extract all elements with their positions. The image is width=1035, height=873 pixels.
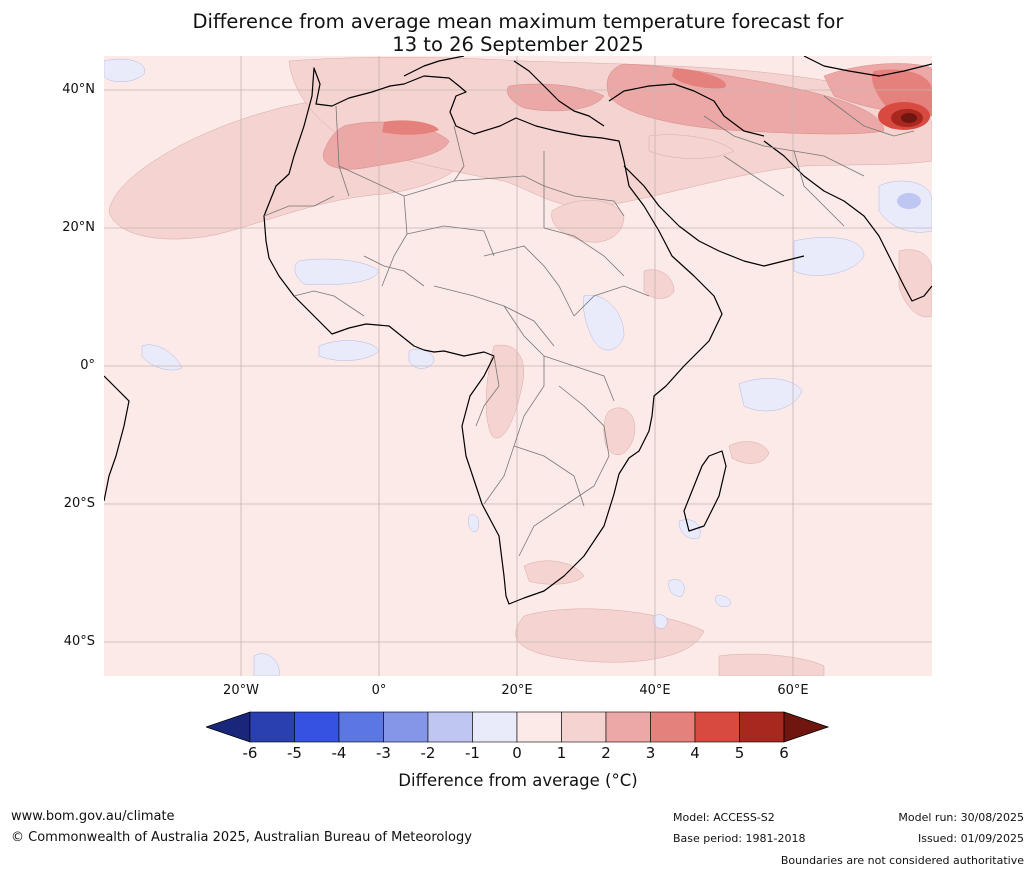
colorbar-tick-label: -3 xyxy=(376,744,391,762)
title-line-1: Difference from average mean maximum tem… xyxy=(192,10,844,33)
colorbar-segment xyxy=(427,711,473,743)
lon-label-40e: 40°E xyxy=(639,683,671,698)
map-title: Difference from average mean maximum tem… xyxy=(104,10,932,56)
colorbar-tick-label: 3 xyxy=(645,744,656,762)
forecast-map xyxy=(104,56,932,676)
colorbar-tick-label: 2 xyxy=(601,744,611,762)
lat-label-20s: 20°S xyxy=(63,496,95,511)
colorbar-segment xyxy=(561,711,607,743)
lat-label-40n: 40°N xyxy=(62,82,95,97)
colorbar-segment xyxy=(249,711,295,743)
country-boundaries xyxy=(263,95,915,557)
lon-label-0: 0° xyxy=(371,683,387,698)
colorbar-segment xyxy=(605,711,651,743)
model-name: Model: ACCESS-S2 xyxy=(673,811,775,824)
colorbar xyxy=(206,711,830,743)
colorbar-tick-label: -6 xyxy=(242,744,258,762)
lon-label-20e: 20°E xyxy=(501,683,533,698)
anomaly-negative-core xyxy=(897,193,921,209)
colorbar-segment xyxy=(472,711,518,743)
base-period: Base period: 1981-2018 xyxy=(673,832,806,845)
colorbar-tick-label: -2 xyxy=(420,744,436,762)
lon-label-60e: 60°E xyxy=(777,683,809,698)
colorbar-tick-label: -5 xyxy=(287,744,302,762)
site-url[interactable]: www.bom.gov.au/climate xyxy=(11,809,175,824)
anomaly-hotspot xyxy=(878,102,930,130)
copyright: © Commonwealth of Australia 2025, Austra… xyxy=(11,830,472,845)
lat-label-20n: 20°N xyxy=(62,220,95,235)
colorbar-tick-label: 4 xyxy=(690,744,700,762)
colorbar-segment xyxy=(294,711,340,743)
boundaries-disclaimer: Boundaries are not considered authoritat… xyxy=(780,854,1024,867)
model-run: Model run: 30/08/2025 xyxy=(898,811,1024,824)
lon-label-20w: 20°W xyxy=(223,683,259,698)
colorbar-arrow-high xyxy=(783,711,830,743)
colorbar-segment xyxy=(383,711,429,743)
colorbar-segment xyxy=(516,711,562,743)
lat-label-40s: 40°S xyxy=(63,634,95,649)
colorbar-label: Difference from average (°C) xyxy=(398,771,638,790)
colorbar-tick-label: -4 xyxy=(331,744,347,762)
colorbar-segment xyxy=(338,711,384,743)
title-line-2: 13 to 26 September 2025 xyxy=(392,33,644,56)
map-svg xyxy=(104,56,932,676)
colorbar-tick-label: 1 xyxy=(556,744,567,762)
colorbar-tick-label: 0 xyxy=(512,744,522,762)
colorbar-segment xyxy=(694,711,740,743)
colorbar-tick-label: 6 xyxy=(779,744,789,762)
issued-date: Issued: 01/09/2025 xyxy=(917,832,1024,845)
colorbar-segment xyxy=(650,711,696,743)
colorbar-tick-label: -1 xyxy=(465,744,480,762)
coastlines xyxy=(104,56,932,605)
colorbar-arrow-low xyxy=(206,711,251,743)
anomaly-negative-regions xyxy=(104,58,932,676)
colorbar-tick-label: 5 xyxy=(734,744,745,762)
colorbar-segment xyxy=(739,711,785,743)
graticule xyxy=(104,56,932,676)
lat-label-0: 0° xyxy=(80,358,95,373)
